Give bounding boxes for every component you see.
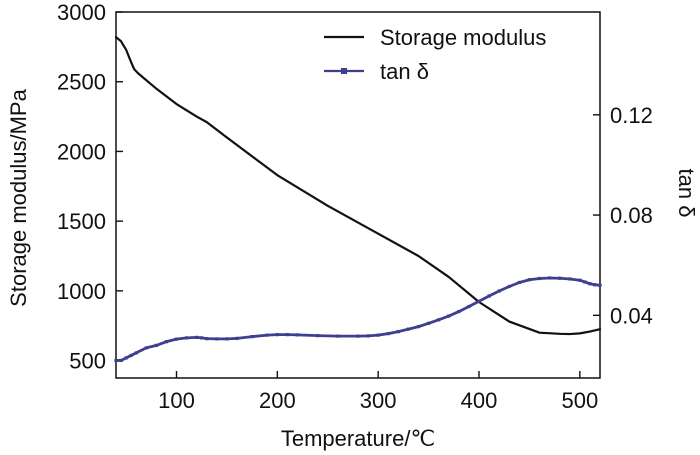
tan-delta-marker (285, 333, 290, 337)
x-tick-label: 200 (259, 388, 296, 413)
x-tick-label: 100 (158, 388, 195, 413)
tan-delta-marker (225, 337, 229, 341)
tan-delta-marker (205, 337, 209, 341)
legend-tan-label: tan δ (380, 59, 429, 84)
tan-delta-marker (250, 335, 254, 339)
left-tick-label: 500 (69, 349, 106, 374)
tan-delta-marker (568, 277, 572, 281)
x-tick-label: 300 (360, 388, 397, 413)
tan-delta-marker (129, 353, 133, 358)
tan-delta-marker (164, 340, 169, 344)
legend-storage-label: Storage modulus (380, 25, 546, 50)
left-tick-label: 2000 (57, 139, 106, 164)
tan-delta-marker (119, 358, 123, 363)
x-axis-title: Temperature/℃ (281, 426, 435, 451)
tan-delta-marker (467, 304, 471, 309)
tan-delta-marker (477, 299, 481, 303)
tan-delta-marker (376, 333, 380, 337)
right-axis-title: tan δ (674, 169, 699, 218)
tan-delta-marker (487, 294, 491, 298)
storage-modulus-line (114, 35, 602, 336)
tan-delta-marker (578, 278, 582, 282)
tan-delta-marker (174, 337, 179, 341)
tan-delta-marker (537, 276, 542, 281)
tan-delta-marker (195, 335, 199, 339)
tan-delta-marker (215, 337, 219, 341)
tan-delta-marker (200, 336, 204, 340)
tan-delta-marker (366, 334, 370, 338)
tan-delta-marker (598, 283, 602, 287)
tan-delta-marker (154, 343, 158, 348)
tan-delta-marker (588, 282, 592, 286)
tan-delta-marker (416, 325, 421, 329)
tan-delta-marker (184, 336, 189, 340)
tan-delta-marker (114, 358, 118, 363)
tan-delta-marker (527, 278, 532, 282)
plot-border (115, 11, 601, 379)
tan-delta-marker (265, 333, 269, 337)
left-tick-label: 3000 (57, 0, 106, 25)
tan-delta-marker (593, 283, 597, 287)
tan-delta-marker (507, 284, 511, 289)
legend: Storage modulus tan δ (324, 25, 546, 84)
tan-delta-marker (497, 289, 501, 293)
left-tick-label: 1000 (57, 279, 106, 304)
tan-delta-marker (437, 318, 441, 322)
tan-delta-marker (275, 333, 279, 337)
tan-delta-marker (396, 330, 400, 334)
left-axis-ticks: 500 1000 1500 2000 2500 3000 (57, 0, 123, 374)
tan-delta-marker (356, 334, 360, 338)
tan-delta-marker (457, 309, 461, 314)
x-tick-label: 400 (461, 388, 498, 413)
right-axis-ticks: 0.04 0.08 0.12 (593, 103, 653, 328)
tan-delta-marker (583, 280, 587, 284)
left-tick-label: 2500 (57, 70, 106, 95)
plot-frame (115, 11, 601, 379)
tan-delta-marker (517, 280, 521, 285)
tan-delta-marker (235, 336, 239, 340)
tan-delta-marker (144, 346, 148, 350)
tan-delta-marker (558, 276, 562, 280)
tan-delta-marker (316, 334, 320, 338)
right-tick-label: 0.08 (610, 203, 653, 228)
left-axis-title: Storage modulus/MPa (6, 88, 31, 306)
tan-delta-marker (134, 351, 138, 355)
right-tick-label: 0.04 (610, 303, 653, 328)
tan-delta-marker (426, 321, 431, 325)
left-tick-label: 1500 (57, 209, 106, 234)
tan-delta-marker (447, 314, 451, 318)
tan-delta-marker (295, 333, 300, 337)
tan-delta-marker (406, 327, 411, 331)
tan-delta-marker (336, 334, 340, 338)
tan-delta-line (114, 276, 602, 362)
right-tick-label: 0.12 (610, 103, 653, 128)
tan-delta-marker (124, 356, 128, 360)
tan-delta-marker (386, 332, 390, 336)
series-layer (114, 35, 602, 363)
x-tick-label: 500 (561, 388, 598, 413)
tan-delta-marker (547, 276, 552, 280)
legend-tan-marker (341, 68, 347, 74)
x-axis-ticks: 100 200 300 400 500 (158, 371, 598, 413)
